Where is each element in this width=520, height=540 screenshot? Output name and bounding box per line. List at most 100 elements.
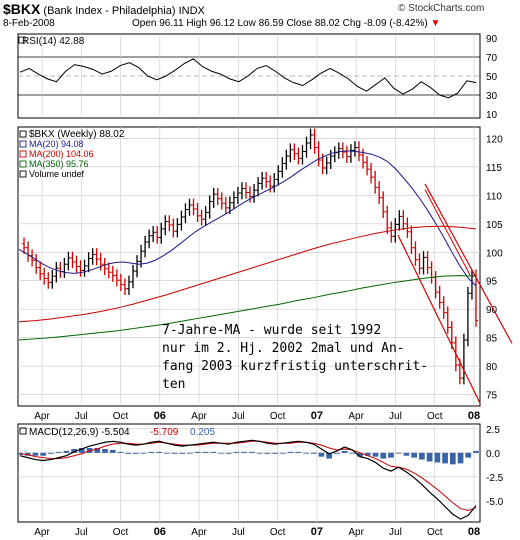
macd-histogram-bar	[473, 450, 479, 453]
low-value: 86.59	[258, 18, 284, 29]
macd-histogram-bar	[194, 451, 201, 453]
macd-histogram-bar	[140, 452, 147, 454]
rsi-tick-label: 90	[486, 34, 498, 45]
price-tick-label: 95	[486, 277, 498, 288]
price-tick-label: 80	[486, 362, 498, 373]
symbol: $BKX	[3, 1, 41, 17]
x-tick-label: Oct	[113, 527, 129, 538]
macd-histogram-bar	[32, 452, 39, 456]
macd-hist-legend: 0.205	[190, 427, 215, 438]
macd-histogram-bar	[411, 452, 418, 458]
macd-histogram-bar	[264, 452, 271, 454]
annotation-line: fang 2003 kurzfristig unterschrit-	[162, 359, 429, 374]
macd-histogram-bar	[380, 452, 387, 459]
macd-histogram-bar	[249, 451, 255, 453]
macd-histogram-bar	[419, 452, 425, 460]
ohlc-readout: Open 96.11 High 96.12 Low 86.59 Close 88…	[132, 18, 441, 29]
change-value: -8.09 (-8.42%)	[363, 18, 428, 29]
macd-histogram-bar	[225, 452, 232, 454]
macd-histogram-bar	[117, 451, 124, 453]
legend-swatch	[19, 150, 27, 158]
price-legend-entry: MA(20) 94.08	[29, 139, 84, 149]
macd-histogram-bar	[171, 452, 178, 454]
x-tick-label: Oct	[113, 411, 129, 422]
macd-histogram-bar	[334, 452, 340, 454]
legend-swatch	[18, 36, 26, 44]
price-tick-label: 120	[486, 134, 503, 145]
macd-histogram-bar	[102, 448, 108, 453]
macd-histogram-bar	[133, 452, 139, 454]
price-legend-entry: $BKX (Weekly) 88.02	[29, 129, 125, 140]
macd-histogram-bar	[465, 452, 472, 458]
macd-histogram-bar	[403, 452, 410, 456]
macd-histogram-bar	[442, 452, 448, 464]
macd-histogram-bar	[163, 452, 170, 454]
x-tick-label: Oct	[270, 527, 286, 538]
macd-histogram-bar	[187, 452, 193, 454]
x-tick-label: Jul	[75, 527, 88, 538]
x-tick-label: 08	[468, 526, 480, 538]
x-tick-label: 06	[154, 526, 166, 538]
x-tick-label: 07	[311, 410, 323, 422]
rsi-legend: RSI(14) 42.88	[22, 36, 85, 47]
rsi-tick-label: 10	[486, 110, 498, 121]
price-tick-label: 100	[486, 248, 503, 259]
macd-signal-legend: -5.709	[150, 427, 179, 438]
index-name: (Bank Index - Philadelphia)	[43, 5, 176, 17]
macd-histogram-bar	[218, 452, 224, 454]
price-legend-entry: MA(350) 95.76	[29, 159, 89, 169]
macd-histogram-bar	[71, 448, 77, 453]
x-tick-label: Apr	[348, 411, 364, 422]
x-tick-label: 07	[311, 526, 323, 538]
macd-histogram-bar	[364, 452, 371, 456]
price-panel	[17, 126, 481, 407]
macd-histogram-bar	[341, 450, 348, 453]
macd-histogram-bar	[78, 448, 85, 453]
high-value: 96.12	[209, 18, 235, 29]
date: 8-Feb-2008	[3, 18, 55, 29]
macd-histogram-bar	[318, 452, 325, 457]
trend-line-upper	[424, 183, 513, 344]
macd-histogram-bar	[434, 452, 441, 463]
price-tick-label: 90	[486, 305, 498, 316]
macd-histogram-bar	[94, 448, 101, 453]
macd-panel	[17, 423, 481, 523]
macd-histogram-bar	[349, 452, 356, 454]
x-tick-label: Jul	[389, 527, 402, 538]
trend-line-mid	[424, 189, 471, 276]
rsi-tick-label: 30	[486, 91, 498, 102]
price-tick-label: 85	[486, 334, 498, 345]
macd-histogram-bar	[179, 452, 186, 454]
macd-legend: MACD(12,26,9) -5.504	[29, 427, 130, 438]
macd-histogram-bar	[148, 451, 155, 453]
x-tick-label: Apr	[34, 411, 50, 422]
macd-histogram-bar	[125, 452, 132, 454]
annotation-line: nur im 2. Hj. 2002 2mal und An-	[162, 341, 405, 356]
x-tick-label: 08	[468, 410, 480, 422]
macd-histogram-bar	[40, 452, 47, 456]
macd-histogram-bar	[109, 449, 116, 453]
macd-histogram-bar	[303, 452, 309, 454]
x-tick-label: Oct	[270, 411, 286, 422]
macd-tick-label: 0.0	[486, 449, 500, 460]
legend-swatch	[19, 427, 27, 435]
annotation-line: 7-Jahre-MA - wurde seit 1992	[162, 323, 382, 338]
macd-tick-label: 2.5	[486, 425, 500, 436]
macd-histogram-bar	[233, 451, 240, 453]
macd-histogram-bar	[48, 452, 54, 454]
macd-tick-label: -5.0	[486, 497, 504, 508]
macd-histogram-bar	[241, 451, 247, 453]
annotation-text: 7-Jahre-MA - wurde seit 1992 nur im 2. H…	[162, 322, 428, 394]
price-tick-label: 105	[486, 220, 503, 231]
ma20-line	[18, 150, 477, 287]
macd-histogram-bar	[357, 452, 363, 457]
price-tick-label: 115	[486, 163, 502, 174]
macd-histogram-bar	[457, 452, 464, 464]
x-tick-label: 06	[154, 410, 166, 422]
x-tick-label: Oct	[427, 527, 443, 538]
macd-histogram-bar	[310, 452, 317, 454]
copyright: © StockCharts.com	[398, 3, 485, 14]
macd-histogram-bar	[372, 452, 379, 457]
price-legend-entry: Volume undef	[29, 169, 85, 179]
